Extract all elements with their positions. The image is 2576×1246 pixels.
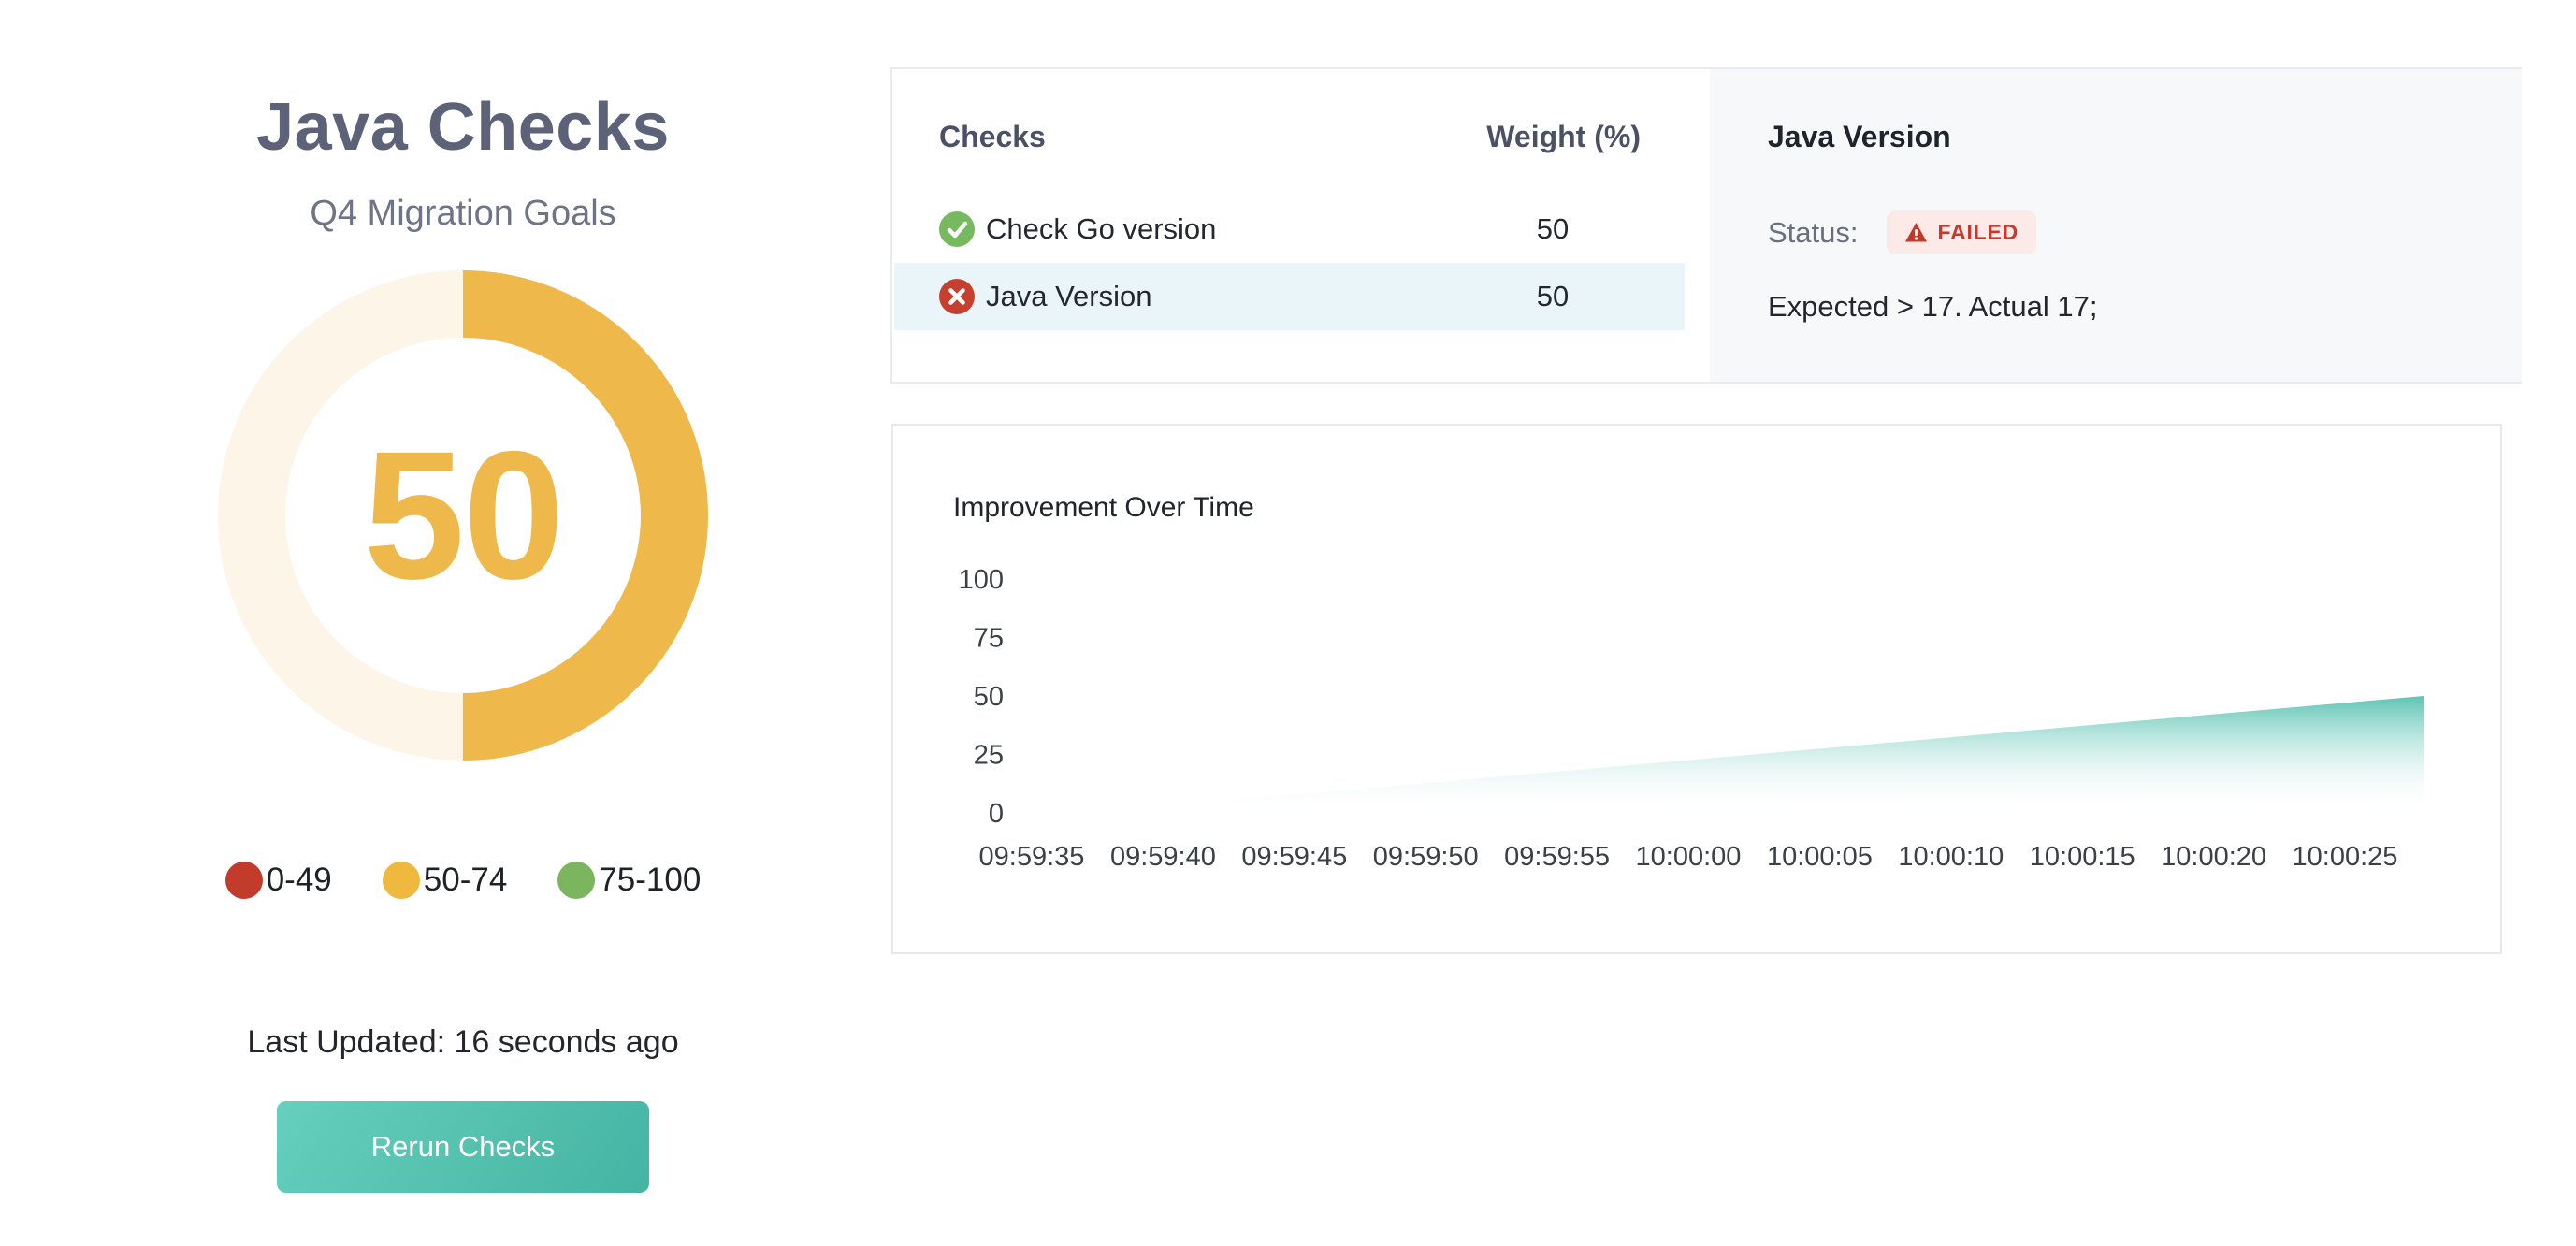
svg-text:09:59:45: 09:59:45 bbox=[1241, 842, 1347, 872]
check-weight: 50 bbox=[1536, 212, 1570, 245]
svg-text:0: 0 bbox=[989, 799, 1004, 829]
svg-text:10:00:00: 10:00:00 bbox=[1636, 842, 1742, 872]
last-updated-text: Last Updated: 16 seconds ago bbox=[247, 1024, 679, 1060]
svg-text:09:59:35: 09:59:35 bbox=[979, 842, 1085, 872]
warning-triangle-icon bbox=[1904, 223, 1927, 242]
weight-column-header: Weight (%) bbox=[1486, 120, 1641, 153]
legend-item-mid: 50-74 bbox=[382, 862, 508, 899]
svg-text:50: 50 bbox=[974, 682, 1004, 712]
table-row-check-go-version[interactable]: Check Go version 50 bbox=[894, 196, 1685, 263]
svg-text:10:00:15: 10:00:15 bbox=[2030, 842, 2135, 872]
svg-text:10:00:20: 10:00:20 bbox=[2161, 842, 2266, 872]
failure-message: Expected > 17. Actual 17; bbox=[1768, 290, 2098, 323]
status-badge: FAILED bbox=[1886, 210, 2037, 254]
svg-text:09:59:50: 09:59:50 bbox=[1373, 842, 1479, 872]
svg-text:25: 25 bbox=[974, 741, 1004, 771]
gauge-panel: Java Checks Q4 Migration Goals 50 0-49 5… bbox=[103, 0, 823, 1246]
svg-text:10:00:10: 10:00:10 bbox=[1898, 842, 2004, 872]
legend-label: 50-74 bbox=[423, 862, 508, 898]
donut-value-arc bbox=[218, 270, 708, 761]
status-row: Status: FAILED bbox=[1768, 210, 2037, 254]
score-legend: 0-49 50-74 75-100 bbox=[103, 862, 823, 899]
page-title: Java Checks bbox=[256, 90, 670, 165]
svg-text:75: 75 bbox=[974, 624, 1004, 654]
legend-dot-red bbox=[224, 862, 263, 899]
svg-text:09:59:40: 09:59:40 bbox=[1110, 842, 1216, 872]
check-detail-panel: Java Version Status: FAILED Expected > 1… bbox=[1710, 69, 2522, 382]
table-row-java-version-selected[interactable]: Java Version 50 bbox=[894, 263, 1685, 330]
x-circle-icon bbox=[939, 279, 975, 314]
improvement-area-chart: 0 25 50 75 100 09:59:35 09:59:40 09:59:45 09:59:… bbox=[959, 565, 2424, 872]
svg-text:100: 100 bbox=[959, 565, 1004, 595]
check-weight: 50 bbox=[1536, 280, 1570, 312]
check-circle-icon bbox=[939, 211, 975, 247]
check-name: Check Go version bbox=[986, 212, 1217, 245]
svg-text:10:00:05: 10:00:05 bbox=[1767, 842, 1873, 872]
rerun-checks-button[interactable]: Rerun Checks bbox=[277, 1101, 649, 1193]
svg-text:10:00:25: 10:00:25 bbox=[2293, 842, 2398, 872]
chart-title: Improvement Over Time bbox=[953, 492, 1254, 523]
score-donut-chart: 50 bbox=[218, 270, 708, 761]
legend-item-low: 0-49 bbox=[224, 862, 332, 899]
score-value: 50 bbox=[363, 413, 565, 617]
legend-dot-yellow bbox=[382, 862, 420, 899]
legend-label: 75-100 bbox=[599, 862, 702, 898]
check-name: Java Version bbox=[986, 280, 1152, 312]
detail-title: Java Version bbox=[1768, 120, 1951, 153]
checks-column-header: Checks bbox=[939, 120, 1046, 153]
svg-text:09:59:55: 09:59:55 bbox=[1504, 842, 1610, 872]
status-label: Status: bbox=[1768, 215, 1859, 249]
page-subtitle: Q4 Migration Goals bbox=[310, 194, 616, 233]
legend-item-high: 75-100 bbox=[557, 862, 701, 899]
improvement-chart-card: 0 25 50 75 100 09:59:35 09:59:40 09:59:45 09:59:… bbox=[891, 424, 2502, 954]
checks-card: Checks Weight (%) Check Go version 50 Ja… bbox=[890, 67, 2522, 384]
donut-svg bbox=[218, 270, 708, 761]
legend-label: 0-49 bbox=[266, 862, 332, 898]
status-badge-text: FAILED bbox=[1937, 220, 2019, 244]
legend-dot-green bbox=[557, 862, 596, 899]
